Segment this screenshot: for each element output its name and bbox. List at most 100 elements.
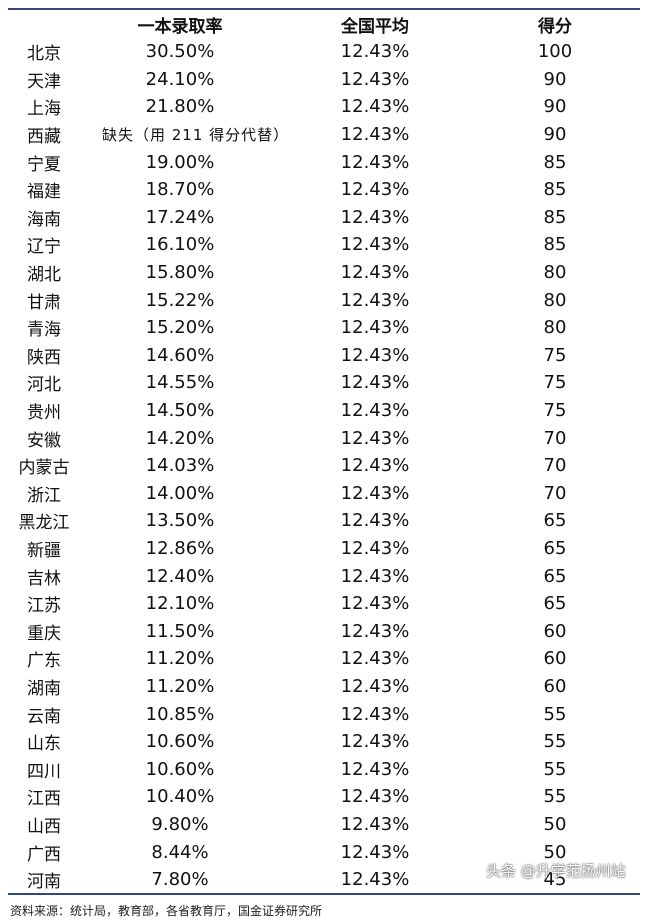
rate-cell: 12.10%: [145, 593, 215, 615]
admission-rate-table: 一本录取率 全国平均 得分 北京 30.50% 12.43% 100 天津 24.10% 1…: [8, 8, 640, 896]
province-cell: 天津: [27, 71, 61, 92]
national-average-cell: 12.43%: [340, 317, 410, 339]
province-cell: 新疆: [27, 540, 61, 561]
table-row: 西藏 缺失（用 211 得分代替） 12.43% 90: [8, 121, 640, 149]
score-cell: 75: [543, 400, 567, 422]
score-cell: 65: [543, 565, 567, 587]
score-cell: 55: [543, 731, 567, 753]
rate-cell: 11.20%: [145, 675, 215, 697]
header-national-average: 全国平均: [341, 16, 409, 37]
table-row: 广西 8.44% 12.43% 50: [8, 838, 640, 866]
national-average-cell: 12.43%: [340, 372, 410, 394]
rate-cell: 13.50%: [145, 510, 215, 532]
province-cell: 辽宁: [27, 237, 61, 258]
score-cell: 55: [543, 786, 567, 808]
province-cell: 海南: [27, 209, 61, 230]
table-row: 青海 15.20% 12.43% 80: [8, 314, 640, 342]
national-average-cell: 12.43%: [340, 455, 410, 477]
province-cell: 湖北: [27, 265, 61, 286]
province-cell: 北京: [27, 44, 61, 65]
score-cell: 60: [543, 648, 567, 670]
province-cell: 贵州: [27, 403, 61, 424]
score-cell: 55: [543, 758, 567, 780]
national-average-cell: 12.43%: [340, 758, 410, 780]
rate-cell: 17.24%: [145, 206, 215, 228]
table-row: 安徽 14.20% 12.43% 70: [8, 424, 640, 452]
table-row: 湖南 11.20% 12.43% 60: [8, 673, 640, 701]
rate-cell: 14.20%: [145, 427, 215, 449]
score-cell: 75: [543, 344, 567, 366]
table-row: 广东 11.20% 12.43% 60: [8, 645, 640, 673]
rate-cell: 15.20%: [145, 317, 215, 339]
table-row: 天津 24.10% 12.43% 90: [8, 66, 640, 94]
province-cell: 宁夏: [27, 154, 61, 175]
score-cell: 85: [543, 234, 567, 256]
national-average-cell: 12.43%: [340, 206, 410, 228]
score-cell: 90: [543, 96, 567, 118]
national-average-cell: 12.43%: [340, 344, 410, 366]
province-cell: 吉林: [27, 568, 61, 589]
province-cell: 云南: [27, 706, 61, 727]
score-cell: 65: [543, 510, 567, 532]
rate-cell: 30.50%: [145, 41, 215, 63]
province-cell: 福建: [27, 182, 61, 203]
province-cell: 江西: [27, 789, 61, 810]
province-cell: 河北: [27, 375, 61, 396]
score-cell: 85: [543, 151, 567, 173]
province-cell: 四川: [27, 761, 61, 782]
table-row: 甘肃 15.22% 12.43% 80: [8, 286, 640, 314]
table-body: 北京 30.50% 12.43% 100 天津 24.10% 12.43% 90 上海 21.80…: [8, 38, 640, 893]
national-average-cell: 12.43%: [340, 124, 410, 146]
national-average-cell: 12.43%: [340, 565, 410, 587]
rate-cell: 21.80%: [145, 96, 215, 118]
score-cell: 70: [543, 455, 567, 477]
table-row: 河南 7.80% 12.43% 45: [8, 866, 640, 894]
score-cell: 60: [543, 620, 567, 642]
score-cell: 70: [543, 427, 567, 449]
score-cell: 80: [543, 317, 567, 339]
national-average-cell: 12.43%: [340, 68, 410, 90]
national-average-cell: 12.43%: [340, 620, 410, 642]
score-cell: 85: [543, 179, 567, 201]
rate-cell: 10.60%: [145, 731, 215, 753]
rate-cell: 19.00%: [145, 151, 215, 173]
province-cell: 内蒙古: [18, 458, 70, 479]
national-average-cell: 12.43%: [340, 289, 410, 311]
table-row: 新疆 12.86% 12.43% 65: [8, 535, 640, 563]
table-top-rule: [8, 8, 640, 10]
rate-cell: 10.85%: [145, 703, 215, 725]
score-cell: 60: [543, 675, 567, 697]
table-row: 云南 10.85% 12.43% 55: [8, 700, 640, 728]
province-cell: 广西: [27, 844, 61, 865]
province-cell: 河南: [27, 872, 61, 893]
score-cell: 65: [543, 593, 567, 615]
rate-cell: 8.44%: [151, 841, 209, 863]
table-row: 山西 9.80% 12.43% 50: [8, 811, 640, 839]
national-average-cell: 12.43%: [340, 427, 410, 449]
national-average-cell: 12.43%: [340, 869, 410, 891]
national-average-cell: 12.43%: [340, 41, 410, 63]
rate-cell: 11.50%: [145, 620, 215, 642]
province-cell: 陕西: [27, 347, 61, 368]
province-cell: 黑龙江: [18, 513, 70, 534]
national-average-cell: 12.43%: [340, 731, 410, 753]
table-row: 宁夏 19.00% 12.43% 85: [8, 148, 640, 176]
rate-cell: 7.80%: [151, 869, 209, 891]
rate-cell: 14.00%: [145, 482, 215, 504]
province-cell: 江苏: [27, 596, 61, 617]
table-row: 陕西 14.60% 12.43% 75: [8, 342, 640, 370]
table-row: 江西 10.40% 12.43% 55: [8, 783, 640, 811]
national-average-cell: 12.43%: [340, 841, 410, 863]
table-row: 海南 17.24% 12.43% 85: [8, 204, 640, 232]
score-cell: 100: [537, 41, 573, 63]
province-cell: 青海: [27, 320, 61, 341]
rate-cell: 12.40%: [145, 565, 215, 587]
rate-cell: 24.10%: [145, 68, 215, 90]
score-cell: 45: [543, 869, 567, 891]
rate-cell: 14.55%: [145, 372, 215, 394]
province-cell: 山西: [27, 816, 61, 837]
rate-cell: 14.03%: [145, 455, 215, 477]
national-average-cell: 12.43%: [340, 537, 410, 559]
score-cell: 70: [543, 482, 567, 504]
national-average-cell: 12.43%: [340, 593, 410, 615]
